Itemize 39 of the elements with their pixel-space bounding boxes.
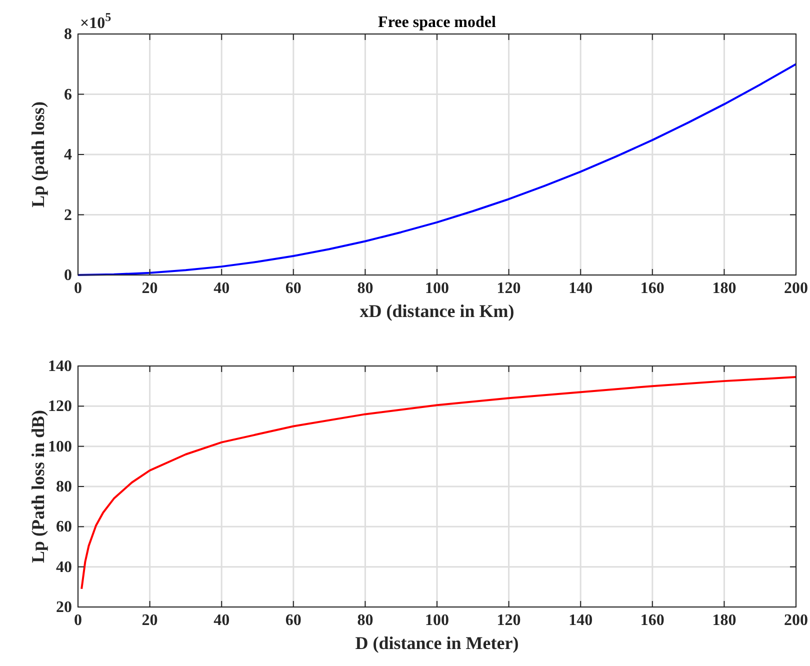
x-tick-label: 140 [568,612,593,629]
y-tick-label: 8 [64,26,72,43]
y-axis-title: Lp (Path loss in dB) [28,410,48,564]
x-axis-title: D (distance in Meter) [355,633,519,653]
y-tick-label: 140 [48,358,72,375]
x-tick-label: 60 [285,612,302,629]
text: ×10$^{5}$ [80,10,112,32]
x-tick-label: 160 [640,612,664,629]
x-tick-label: 120 [496,612,521,629]
x-tick-label: 180 [712,612,736,629]
x-tick-label: 60 [285,280,302,297]
x-axis-title: xD (distance in Km) [360,301,514,321]
x-tick-label: 140 [568,280,593,297]
y-tick-label: 100 [48,438,72,456]
y-tick-label: 60 [56,518,72,536]
line-series [80,376,797,590]
x-tick-label: 200 [784,280,808,297]
y-tick-label: 80 [56,478,72,496]
y-tick-label: 4 [64,146,72,164]
x-tick-label: 120 [496,280,521,297]
x-tick-label: 200 [784,612,808,629]
x-tick-label: 180 [712,280,736,297]
y-tick-label: 20 [56,599,72,616]
x-tick-label: 100 [425,280,449,297]
x-tick-label: 40 [214,280,230,297]
x-tick-label: 20 [142,280,158,297]
chart-title: Free space model [378,14,496,31]
x-tick-label: 80 [357,280,374,297]
y-tick-label: 2 [64,206,72,224]
y-axis-title: Lp (path loss) [28,101,48,208]
y-tick-label: 120 [48,398,72,416]
x-tick-label: 100 [425,612,449,629]
y-tick-label: 6 [64,86,72,104]
y-tick-label: 0 [64,267,72,284]
x-tick-label: 160 [640,280,664,297]
y-tick-label: 40 [56,558,72,576]
x-tick-label: 80 [357,612,374,629]
x-tick-label: 20 [142,612,158,629]
x-tick-label: 40 [214,612,230,629]
